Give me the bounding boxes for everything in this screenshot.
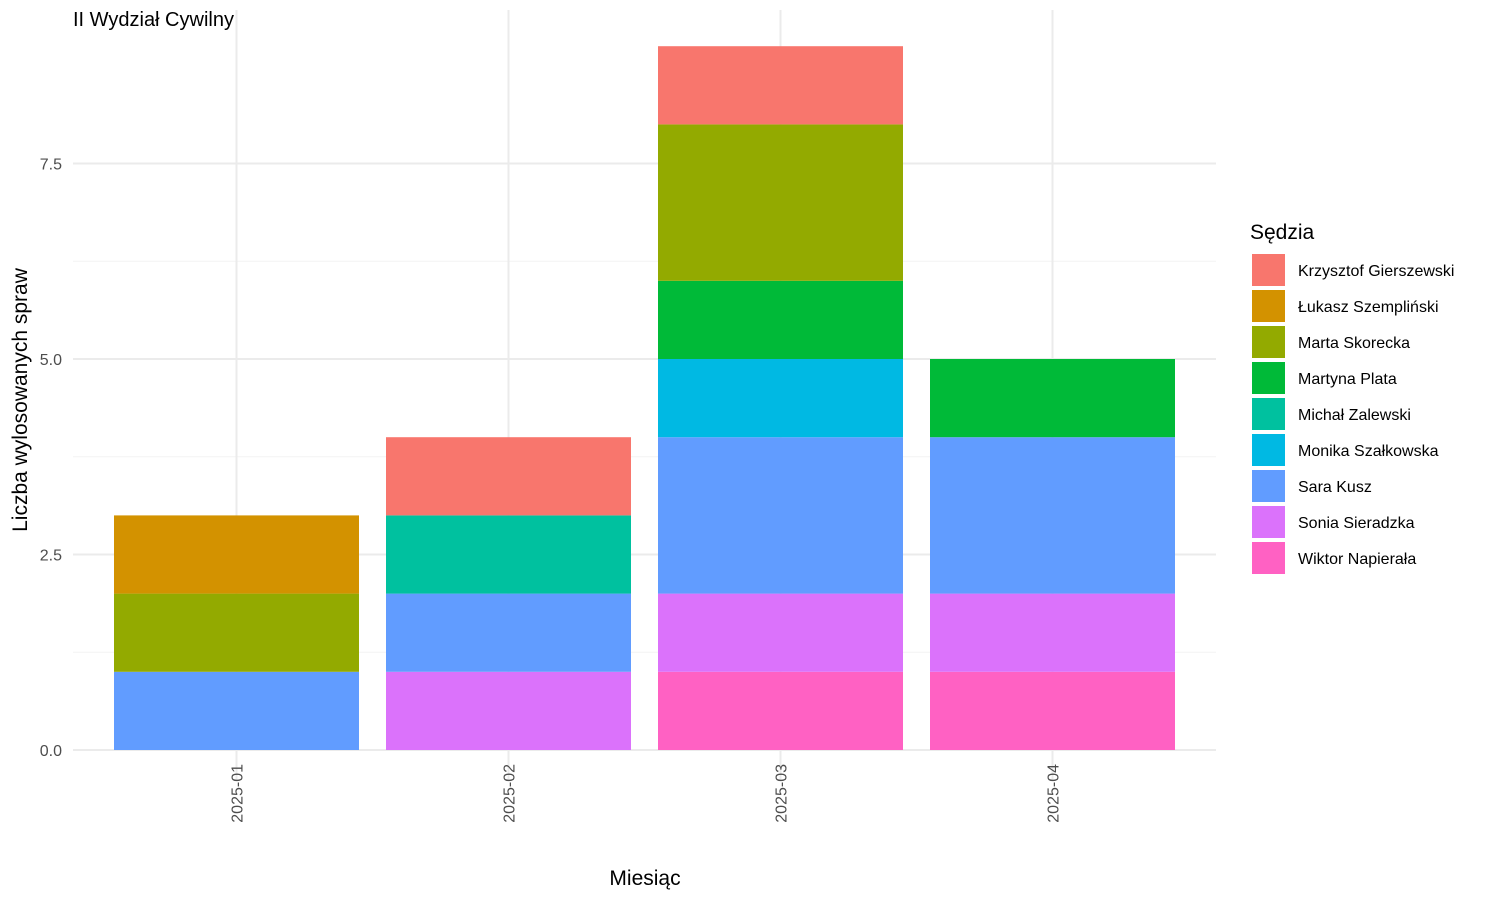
bar-segment xyxy=(114,593,359,672)
legend-key xyxy=(1252,398,1285,430)
chart-title: II Wydział Cywilny xyxy=(73,9,234,31)
x-tick-label: 2025-01 xyxy=(230,764,247,823)
legend-key xyxy=(1252,290,1285,322)
y-axis-ticks: 0.0 2.5 5.0 7.5 xyxy=(40,157,62,761)
bar-segment xyxy=(930,359,1175,438)
y-tick-label: 7.5 xyxy=(40,157,62,174)
legend-label: Łukasz Szempliński xyxy=(1298,299,1439,316)
bar-segment xyxy=(114,671,359,750)
bar-segment xyxy=(658,280,903,359)
legend-label: Sara Kusz xyxy=(1298,479,1372,496)
bar-segment xyxy=(386,671,631,750)
legend-label: Sonia Sieradzka xyxy=(1298,515,1415,532)
legend-title: Sędzia xyxy=(1250,221,1315,244)
x-tick-label: 2025-04 xyxy=(1046,764,1063,823)
bar-segment xyxy=(386,593,631,672)
legend-key xyxy=(1252,434,1285,466)
y-tick-label: 0.0 xyxy=(40,743,62,760)
legend-key xyxy=(1252,254,1285,286)
x-axis-ticks: 2025-01 2025-02 2025-03 2025-04 xyxy=(230,764,1063,823)
legend: Sędzia Krzysztof Gierszewski Łukasz Szemp… xyxy=(1250,221,1454,574)
legend-label: Krzysztof Gierszewski xyxy=(1298,263,1454,280)
legend-label: Michał Zalewski xyxy=(1298,407,1411,424)
bar-segment xyxy=(386,515,631,594)
legend-label: Wiktor Napierała xyxy=(1298,551,1416,568)
bar-segment xyxy=(658,359,903,438)
legend-label: Monika Szałkowska xyxy=(1298,443,1439,460)
bar-segment xyxy=(658,593,903,672)
x-axis-title: Miesiąc xyxy=(609,867,680,890)
legend-label: Martyna Plata xyxy=(1298,371,1397,388)
bar-segment xyxy=(114,515,359,594)
bar-segment xyxy=(658,437,903,594)
bar-segment xyxy=(658,46,903,125)
legend-key xyxy=(1252,506,1285,538)
y-axis-title: Liczba wylosowanych spraw xyxy=(9,267,32,532)
legend-key xyxy=(1252,470,1285,502)
legend-key xyxy=(1252,362,1285,394)
legend-key xyxy=(1252,542,1285,574)
legend-key xyxy=(1252,326,1285,358)
y-tick-label: 5.0 xyxy=(40,352,62,369)
bar-segment xyxy=(930,593,1175,672)
legend-label: Marta Skorecka xyxy=(1298,335,1410,352)
x-tick-label: 2025-03 xyxy=(774,764,791,823)
bar-segment xyxy=(658,671,903,750)
x-tick-label: 2025-02 xyxy=(502,764,519,823)
bar-segment xyxy=(930,437,1175,594)
bar-segment xyxy=(930,671,1175,750)
y-tick-label: 2.5 xyxy=(40,548,62,565)
bar-segment xyxy=(658,124,903,281)
bars xyxy=(114,46,1175,750)
bar-segment xyxy=(386,437,631,516)
